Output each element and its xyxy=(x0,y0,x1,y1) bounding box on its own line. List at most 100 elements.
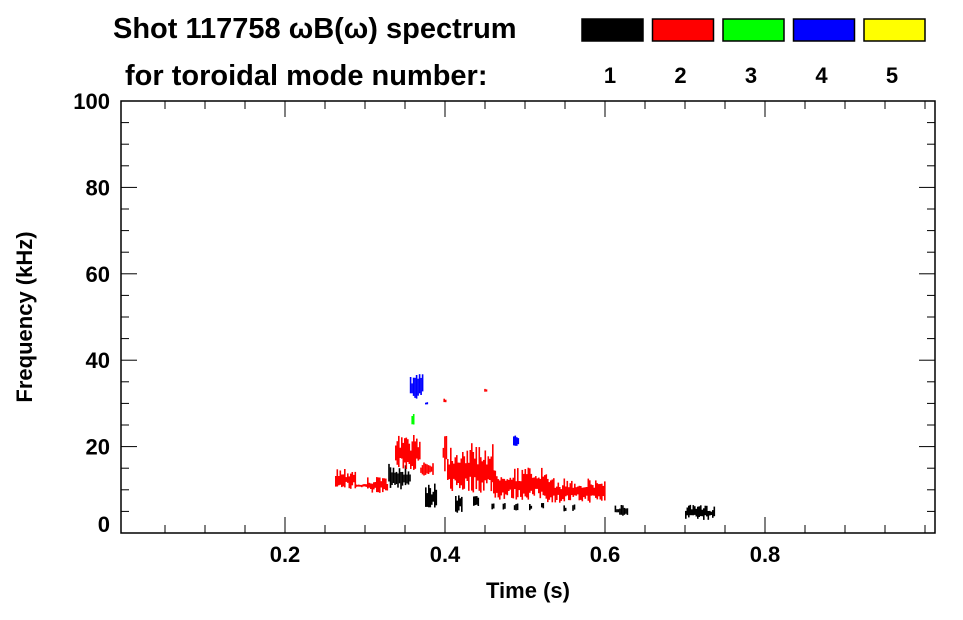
spectrum-mark-n=2 xyxy=(404,438,406,463)
spectrum-mark-n=2 xyxy=(485,389,488,392)
spectrum-mark-n=4 xyxy=(513,436,515,446)
spectrum-mark-n=1 xyxy=(530,505,533,509)
chart-subtitle: for toroidal mode number: xyxy=(125,60,488,92)
spectrum-mark-n=2 xyxy=(374,482,377,488)
spectrum-mark-n=1 xyxy=(710,511,713,515)
spectrum-mark-n=2 xyxy=(477,464,479,481)
legend-swatch-3 xyxy=(722,18,785,42)
spectrum-mark-n=2 xyxy=(518,481,521,491)
spectrum-mark-n=2 xyxy=(575,487,578,496)
spectrum-mark-n=4 xyxy=(409,377,412,394)
spectrum-mark-n=2 xyxy=(548,482,551,500)
spectrum-mark-n=1 xyxy=(686,507,689,516)
spectrum-mark-n=1 xyxy=(502,503,505,510)
spectrum-mark-n=4 xyxy=(417,378,419,396)
spectrum-mark-n=2 xyxy=(420,467,422,473)
spectrum-mark-n=2 xyxy=(547,478,549,503)
spectrum-mark-n=2 xyxy=(532,477,534,495)
spectrum-mark-n=2 xyxy=(398,435,400,468)
spectrum-mark-n=2 xyxy=(335,476,337,487)
spectrum-mark-n=2 xyxy=(595,480,597,498)
spectrum-mark-n=1 xyxy=(391,472,393,485)
spectrum-mark-n=2 xyxy=(580,486,582,500)
y-tick-label: 20 xyxy=(86,435,110,460)
spectrum-mark-n=1 xyxy=(701,509,704,517)
spectrum-mark-n=1 xyxy=(461,496,463,512)
spectrum-mark-n=2 xyxy=(475,447,478,490)
spectrum-mark-n=2 xyxy=(565,486,567,497)
spectrum-mark-n=2 xyxy=(423,462,425,476)
spectrum-mark-n=1 xyxy=(407,471,410,485)
y-tick-label: 80 xyxy=(86,175,110,200)
spectrum-mark-n=1 xyxy=(426,493,429,507)
spectrum-mark-n=1 xyxy=(704,505,707,516)
spectrum-mark-n=2 xyxy=(342,474,345,487)
spectrum-mark-n=1 xyxy=(713,506,716,517)
spectrum-mark-n=2 xyxy=(587,478,590,501)
spectrum-mark-n=2 xyxy=(443,398,445,403)
spectrum-mark-n=2 xyxy=(581,487,584,502)
spectrum-mark-n=1 xyxy=(707,511,710,520)
spectrum-mark-n=1 xyxy=(459,498,462,507)
spectrum-mark-n=2 xyxy=(386,484,389,491)
spectrum-mark-n=2 xyxy=(505,480,507,495)
spectrum-mark-n=2 xyxy=(496,476,498,493)
spectrum-mark-n=2 xyxy=(424,463,427,475)
legend: 1 2 3 4 5 xyxy=(581,18,926,88)
spectrum-mark-n=2 xyxy=(520,481,522,497)
spectrum-mark-n=2 xyxy=(539,478,542,499)
spectrum-mark-n=2 xyxy=(551,479,554,503)
spectrum-mark-n=2 xyxy=(592,485,594,496)
spectrum-mark-n=1 xyxy=(406,474,408,484)
spectrum-mark-n=2 xyxy=(348,476,351,489)
spectrum-mark-n=2 xyxy=(429,465,431,473)
spectrum-mark-n=2 xyxy=(364,484,366,487)
spectrum-mark-n=2 xyxy=(584,487,587,499)
spectrum-mark-n=1 xyxy=(623,507,626,515)
spectrum-mark-n=2 xyxy=(379,477,381,493)
spectrum-mark-n=2 xyxy=(589,480,591,503)
spectrum-mark-n=2 xyxy=(550,480,552,498)
spectrum-mark-n=2 xyxy=(535,476,537,489)
spectrum-mark-n=4 xyxy=(517,438,520,445)
spectrum-mark-n=2 xyxy=(370,483,372,489)
spectrum-mark-n=1 xyxy=(563,505,565,512)
spectrum-mark-n=2 xyxy=(493,470,495,494)
spectrum-mark-n=4 xyxy=(425,402,427,405)
spectrum-mark-n=4 xyxy=(411,383,413,394)
spectrum-mark-n=2 xyxy=(492,444,494,483)
spectrum-mark-n=1 xyxy=(700,505,702,516)
spectrum-mark-n=2 xyxy=(419,441,421,460)
spectrum-mark-n=2 xyxy=(499,480,501,500)
spectrum-mark-n=4 xyxy=(426,402,429,405)
spectrum-mark-n=2 xyxy=(598,484,600,497)
spectrum-mark-n=2 xyxy=(596,483,599,500)
spectrum-mark-n=1 xyxy=(541,503,543,508)
spectrum-mark-n=4 xyxy=(420,377,422,395)
x-tick-label: 0.4 xyxy=(430,542,461,567)
spectrum-mark-n=2 xyxy=(529,468,531,493)
legend-label-5: 5 xyxy=(886,63,898,88)
spectrum-mark-n=2 xyxy=(562,485,564,500)
spectrum-mark-n=2 xyxy=(508,479,510,491)
spectrum-mark-n=1 xyxy=(617,509,620,513)
spectrum-mark-n=2 xyxy=(502,478,504,493)
spectrum-mark-n=2 xyxy=(474,458,476,478)
spectrum-mark-n=1 xyxy=(513,505,516,510)
spectrum-mark-n=2 xyxy=(361,484,363,488)
spectrum-mark-n=1 xyxy=(706,505,708,517)
spectrum-mark-n=2 xyxy=(451,461,454,491)
spectrum-mark-n=2 xyxy=(553,478,555,496)
spectrum-mark-n=2 xyxy=(590,484,593,496)
spectrum-mark-n=2 xyxy=(484,388,486,392)
spectrum-mark-n=1 xyxy=(564,507,567,511)
spectrum-mark-n=2 xyxy=(521,469,524,500)
spectrum-mark-n=2 xyxy=(523,473,525,494)
spectrum-mark-n=2 xyxy=(544,475,546,496)
spectrum-mark-n=2 xyxy=(444,399,447,403)
spectrum-mark-n=2 xyxy=(356,484,359,487)
spectrum-mark-n=2 xyxy=(382,478,384,493)
spectrum-mark-n=1 xyxy=(491,503,493,510)
spectrum-mark-n=4 xyxy=(414,377,416,398)
spectrum-mark-n=1 xyxy=(429,488,432,508)
